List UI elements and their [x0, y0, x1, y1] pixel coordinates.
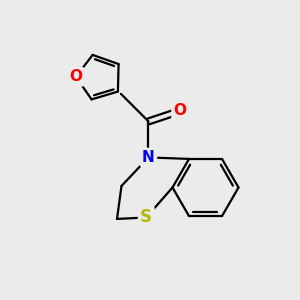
Text: S: S	[140, 208, 152, 226]
Text: O: O	[173, 103, 187, 118]
Text: N: N	[142, 150, 155, 165]
Text: O: O	[69, 69, 82, 84]
